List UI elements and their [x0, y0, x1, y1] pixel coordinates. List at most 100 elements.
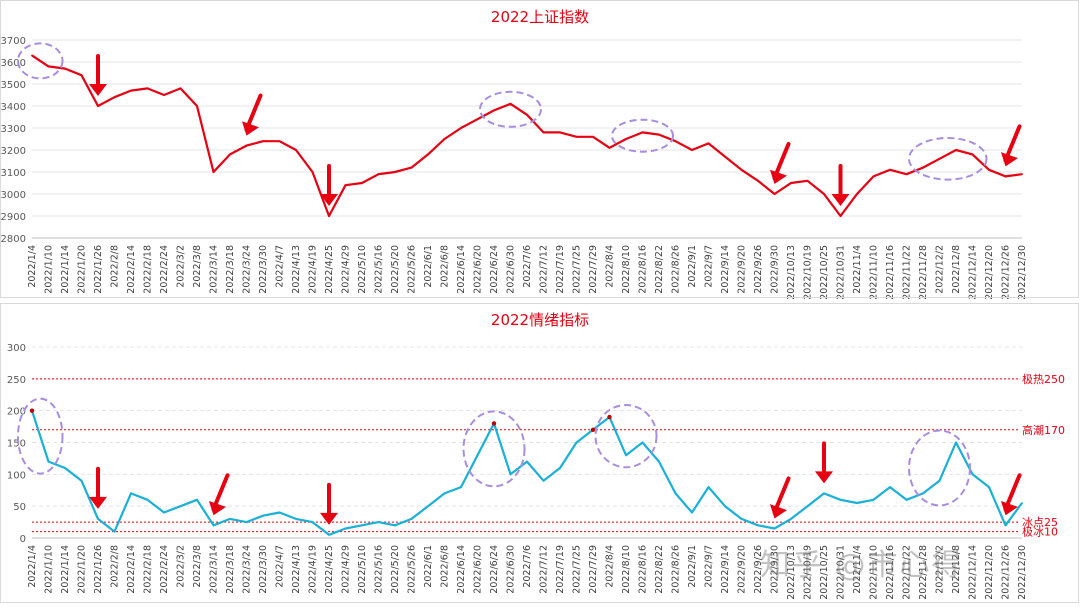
index-data-point: [691, 149, 693, 151]
index-data-point: [113, 96, 116, 99]
emotion-data-point: [146, 498, 149, 501]
emotion-y-tick-label: 50: [13, 502, 26, 513]
index-x-tick-label: 2022/7/6: [522, 245, 533, 288]
index-data-point: [724, 155, 726, 158]
highlight-ellipse: [611, 118, 674, 153]
index-x-tick-label: 2022/7/25: [572, 245, 583, 294]
highlight-ellipse: [908, 429, 971, 507]
emotion-data-point: [889, 486, 891, 488]
index-data-point: [856, 193, 858, 195]
index-data-point: [64, 67, 66, 70]
emotion-x-tick-label: 2022/6/20: [473, 545, 484, 594]
emotion-data-point: [427, 505, 429, 508]
index-x-tick-label: 2022/4/13: [291, 245, 302, 294]
index-y-tick-label: 3300: [1, 124, 26, 135]
index-x-tick-label: 2022/9/26: [753, 245, 764, 294]
emotion-data-point: [311, 521, 314, 523]
index-x-tick-label: 2022/4/29: [341, 245, 352, 294]
emotion-x-tick-label: 2022/3/14: [209, 545, 220, 594]
emotion-x-tick-label: 2022/2/24: [159, 545, 170, 594]
emotion-data-point: [625, 454, 627, 457]
arrow-head: [208, 500, 226, 516]
index-data-point: [872, 175, 875, 178]
arrow-head: [89, 84, 107, 96]
emotion-y-tick-label: 100: [7, 470, 26, 481]
index-x-tick-label: 2022/10/19: [803, 245, 814, 300]
emotion-x-tick-label: 2022/10/31: [836, 545, 847, 600]
index-x-tick-label: 2022/12/14: [968, 245, 979, 300]
index-data-point: [823, 193, 825, 195]
emotion-data-point: [691, 511, 693, 514]
arrow-head: [831, 194, 850, 206]
arrow-head: [89, 496, 107, 509]
emotion-x-tick-label: 2022/12/30: [1017, 545, 1028, 600]
emotion-x-tick-label: 2022/9/20: [737, 545, 748, 594]
index-data-point: [938, 157, 941, 160]
emotion-x-tick-label: 2022/6/8: [440, 545, 451, 588]
index-x-tick-label: 2022/9/7: [704, 245, 715, 288]
index-data-point: [575, 135, 578, 138]
emotion-data-point: [988, 486, 990, 488]
index-y-tick-label: 3400: [1, 102, 26, 113]
index-data-point: [971, 153, 974, 156]
index-data-point: [443, 138, 446, 140]
emotion-data-point: [410, 518, 413, 520]
emotion-x-tick-label: 2022/7/25: [572, 545, 583, 594]
emotion-x-tick-label: 2022/3/18: [225, 545, 236, 594]
index-x-tick-label: 2022/8/26: [671, 245, 682, 294]
index-x-tick-label: 2022/9/14: [720, 245, 731, 294]
index-x-tick-label: 2022/12/2: [935, 245, 946, 294]
highlight-ellipse: [462, 410, 526, 488]
index-y-tick-label: 3200: [1, 146, 26, 157]
index-x-tick-label: 2022/5/20: [390, 245, 401, 294]
index-y-tick-label: 3600: [1, 58, 26, 69]
arrow-head: [320, 512, 338, 525]
index-x-tick-label: 2022/1/10: [44, 245, 55, 294]
emotion-x-tick-label: 2022/8/4: [605, 545, 616, 588]
index-x-tick-label: 2022/3/18: [225, 245, 236, 294]
index-data-point: [163, 94, 165, 96]
index-x-tick-label: 2022/10/13: [786, 245, 797, 300]
emotion-data-point: [377, 521, 380, 523]
index-x-tick-label: 2022/1/26: [93, 245, 104, 294]
index-x-tick-label: 2022/4/25: [324, 245, 335, 294]
index-data-point: [97, 105, 99, 107]
emotion-data-point: [476, 454, 479, 457]
index-data-point: [212, 171, 215, 173]
emotion-x-tick-label: 2022/3/30: [258, 545, 269, 594]
bottom-panel-frame: [0, 303, 1079, 603]
emotion-y-tick-label: 250: [7, 375, 26, 386]
reference-line-label: 极热250: [1022, 372, 1065, 386]
index-x-tick-label: 2022/2/18: [143, 245, 154, 294]
index-data-point: [311, 171, 314, 173]
index-x-tick-label: 2022/2/24: [159, 245, 170, 294]
index-x-tick-label: 2022/9/1: [687, 245, 698, 288]
top-panel-frame: [0, 0, 1079, 298]
index-data-point: [245, 144, 248, 147]
index-data-point: [988, 168, 990, 171]
emotion-data-point: [97, 518, 99, 520]
emotion-data-point: [674, 492, 677, 495]
index-data-point: [295, 149, 297, 151]
emotion-data-point: [196, 498, 198, 501]
emotion-data-point: [212, 524, 215, 527]
index-x-tick-label: 2022/2/8: [110, 245, 121, 288]
emotion-x-tick-label: 2022/6/24: [489, 545, 500, 594]
emotion-x-tick-label: 2022/7/29: [588, 545, 599, 594]
index-data-point: [592, 135, 594, 138]
emotion-data-point: [856, 502, 858, 504]
emotion-x-tick-label: 2022/2/8: [110, 545, 121, 588]
index-x-tick-label: 2022/3/30: [258, 245, 269, 294]
emotion-x-tick-label: 2022/3/24: [242, 545, 253, 594]
emotion-data-point: [790, 518, 792, 520]
index-data-point: [394, 171, 396, 173]
arrow-head: [769, 504, 787, 519]
index-data-point: [955, 149, 957, 151]
emotion-data-point: [113, 530, 116, 533]
reference-line-label: 极冰10: [1022, 525, 1058, 539]
index-x-tick-label: 2022/1/14: [60, 245, 71, 294]
emotion-x-tick-label: 2022/4/7: [275, 545, 286, 588]
emotion-x-tick-label: 2022/6/30: [506, 545, 517, 594]
emotion-data-point: [971, 473, 974, 476]
index-data-point: [196, 105, 198, 107]
